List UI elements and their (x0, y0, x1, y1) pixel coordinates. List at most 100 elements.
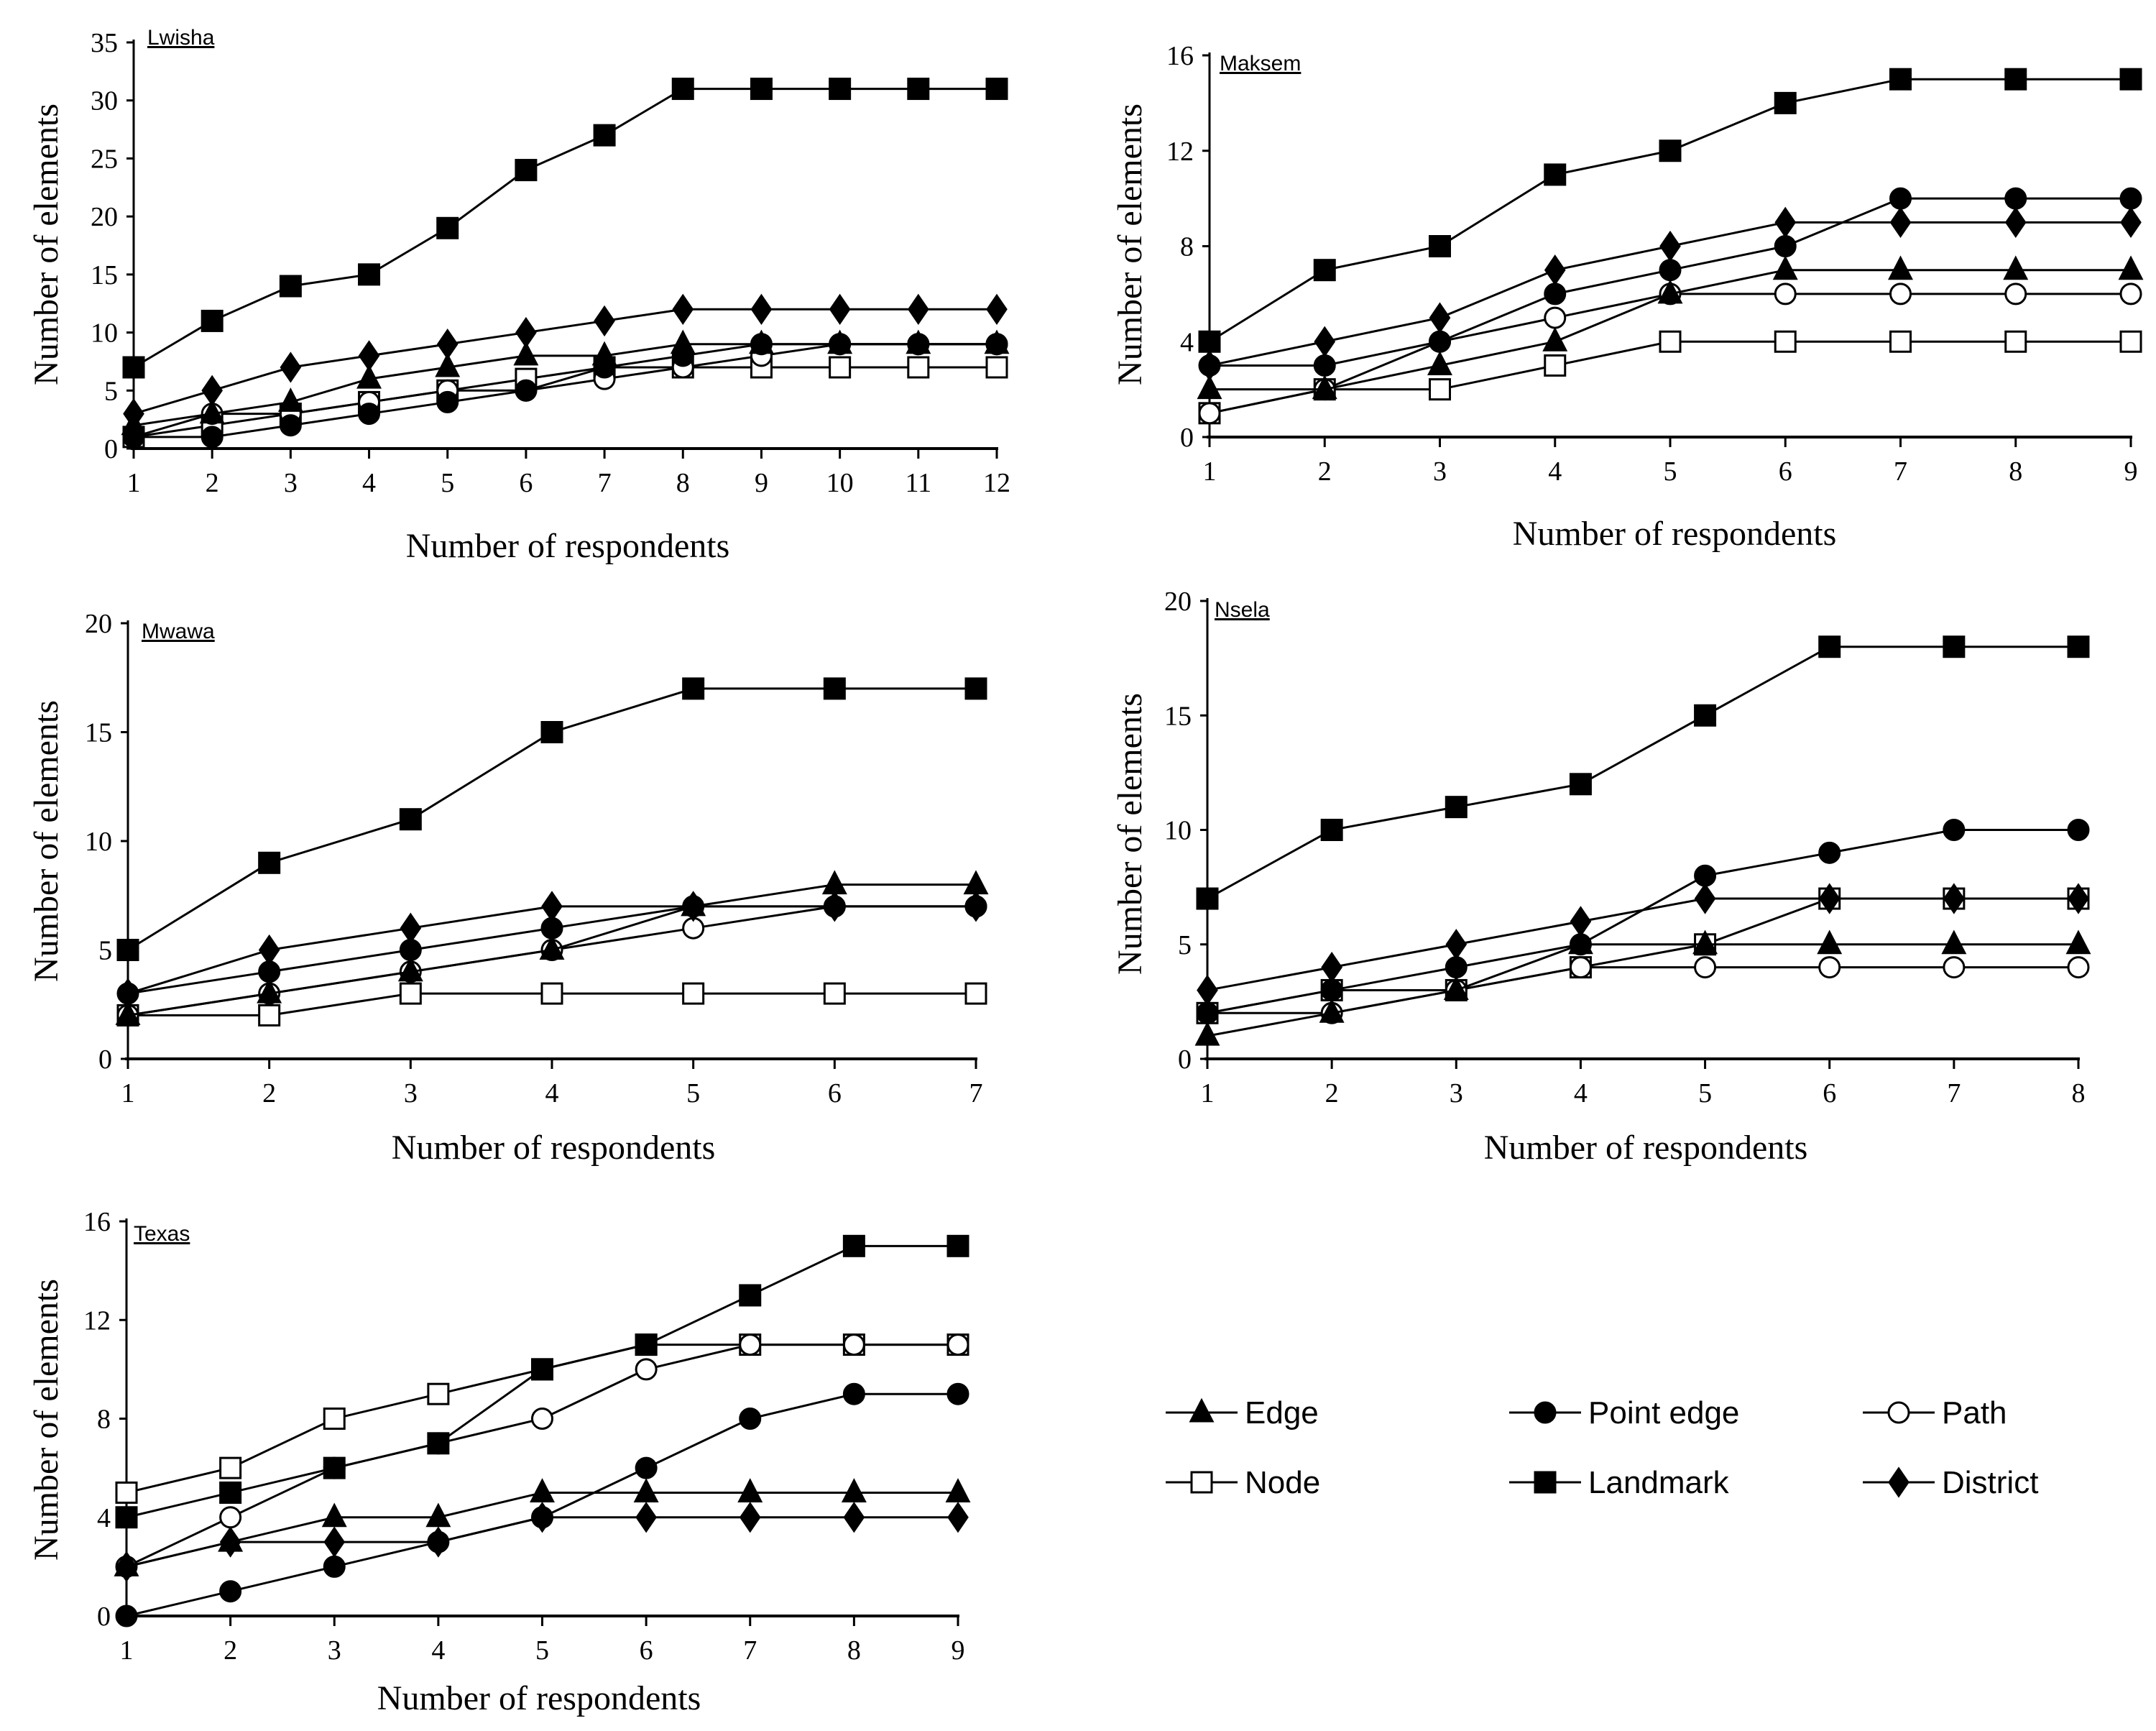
data-point (829, 78, 852, 101)
data-point (539, 935, 565, 960)
data-point (1542, 326, 1568, 352)
data-point (1567, 929, 1593, 955)
data-point (2004, 68, 2027, 91)
series-landmark (116, 677, 987, 961)
series-line (1207, 646, 2078, 900)
data-point (906, 329, 931, 354)
data-point (1445, 929, 1468, 960)
series-district (116, 1502, 969, 1583)
data-point (2004, 206, 2027, 238)
data-point (1445, 796, 1468, 819)
data-point (1569, 773, 1592, 796)
y-tick-label: 25 (91, 144, 118, 174)
x-tick-label: 3 (404, 1078, 418, 1108)
y-tick-label: 5 (98, 936, 112, 966)
x-tick-label: 3 (284, 468, 298, 498)
x-tick-label: 9 (755, 468, 768, 498)
y-tick-label: 12 (1166, 137, 1194, 167)
data-point (258, 851, 281, 874)
data-point (1198, 330, 1221, 353)
x-tick-label: 7 (1894, 456, 1907, 487)
y-tick-label: 30 (91, 86, 118, 116)
series-edge (115, 870, 989, 1025)
data-point (737, 1478, 763, 1502)
y-tick-label: 0 (1178, 1044, 1192, 1075)
data-point (2119, 283, 2142, 306)
data-point (321, 1502, 347, 1528)
data-point (400, 912, 422, 944)
series-district (1199, 206, 2142, 382)
y-tick-label: 12 (83, 1305, 111, 1336)
data-point (682, 891, 704, 922)
data-point (841, 1478, 867, 1502)
x-tick-label: 4 (545, 1078, 559, 1108)
legend-entry-edge: Edge (1166, 1395, 1319, 1431)
data-point (219, 1526, 241, 1558)
data-point (963, 870, 989, 895)
data-point (115, 1001, 141, 1025)
x-tick-label: 7 (969, 1078, 983, 1108)
square-marker-icon (1190, 1471, 1213, 1494)
data-point (739, 1408, 762, 1430)
data-point (964, 982, 987, 1005)
x-tick-label: 8 (2072, 1078, 2086, 1108)
data-point (1889, 187, 1912, 210)
legend-entry-district: District (1863, 1465, 2038, 1500)
data-point (1194, 1021, 1220, 1046)
data-point (2119, 68, 2142, 91)
series-line (1207, 943, 2078, 1037)
series-line (1209, 293, 2131, 415)
x-tick-label: 5 (686, 1078, 700, 1108)
data-point (219, 1481, 242, 1504)
data-point (427, 1432, 450, 1455)
data-point (739, 1502, 761, 1533)
data-point (593, 124, 616, 147)
series-path (1198, 283, 2142, 425)
data-point (1544, 306, 1567, 329)
data-point (399, 808, 422, 831)
y-tick-label: 10 (85, 827, 112, 857)
data-point (115, 1604, 138, 1627)
x-tick-label: 6 (640, 1635, 653, 1666)
data-point (122, 356, 145, 379)
data-point (1313, 354, 1336, 377)
data-point (682, 982, 705, 1005)
y-tick-label: 4 (1180, 327, 1194, 357)
data-point (123, 398, 144, 430)
data-point (670, 329, 696, 354)
data-point (399, 982, 422, 1005)
data-point (258, 934, 280, 966)
data-point (1694, 864, 1717, 887)
series-line (134, 343, 997, 439)
data-point (201, 375, 223, 406)
data-point (682, 677, 705, 700)
data-point (515, 159, 538, 182)
legend-entry-node: Node (1166, 1465, 1320, 1500)
data-point (2067, 819, 2090, 841)
legend-label: District (1942, 1465, 2038, 1500)
x-tick-label: 5 (1698, 1078, 1712, 1108)
panel-title: Texas (134, 1222, 190, 1246)
y-tick-label: 4 (97, 1503, 111, 1533)
data-point (358, 340, 380, 372)
data-point (821, 870, 847, 895)
data-point (531, 1502, 553, 1533)
data-point (1774, 206, 1797, 238)
data-point (219, 1580, 242, 1603)
data-point (1889, 206, 1912, 238)
data-point (842, 1333, 865, 1356)
data-point (2067, 956, 2090, 979)
data-point (515, 316, 537, 349)
data-point (1888, 255, 1913, 280)
data-point (116, 1551, 137, 1583)
series-district (117, 891, 987, 1009)
series-point-edge (1196, 819, 2090, 1024)
data-point (531, 1358, 553, 1381)
y-axis-title: Number of elements (27, 700, 65, 982)
data-point (633, 1478, 659, 1502)
series-line (133, 308, 997, 415)
x-tick-label: 7 (743, 1635, 757, 1666)
series-line (133, 343, 997, 427)
data-point (513, 341, 539, 366)
y-tick-label: 0 (1180, 423, 1194, 453)
